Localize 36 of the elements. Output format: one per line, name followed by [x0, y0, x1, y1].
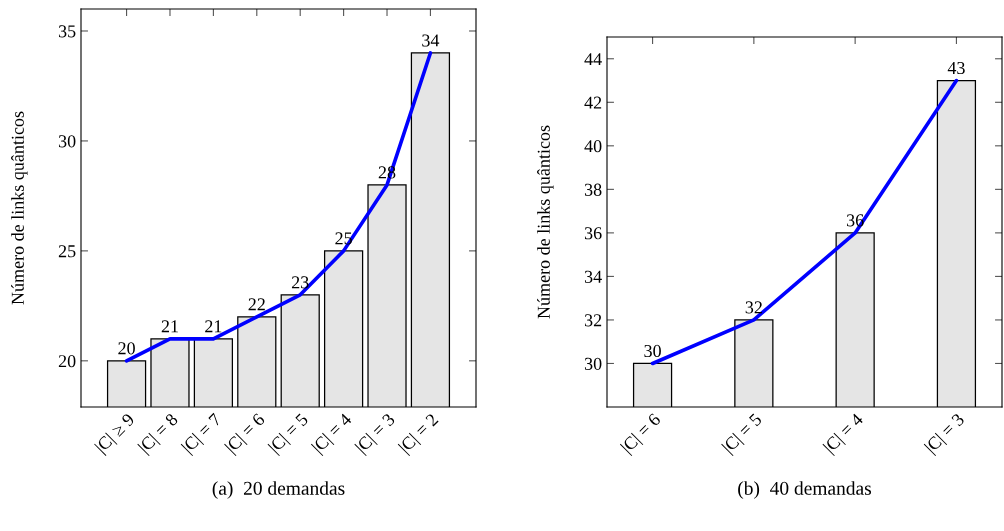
x-tick-label: |C| = 5 [721, 412, 765, 457]
x-tick-label: |C| = 5 [267, 412, 312, 457]
text: (a) 20 demandas [212, 481, 345, 499]
y-tick-label: 42 [584, 96, 602, 109]
y-tick-label: 34 [584, 270, 602, 283]
x-tick-label: |C| = 3 [354, 412, 399, 457]
y-tick-label: 35 [58, 25, 76, 38]
y-tick-label: 30 [584, 357, 602, 370]
data-label: 21 [161, 320, 178, 333]
y-tick-label: 36 [584, 227, 602, 240]
x-tick-label: |C| = 7 [180, 412, 225, 457]
y-tick-label: 20 [58, 355, 76, 368]
data-label: 32 [745, 301, 762, 314]
x-tick-label: |C| = 8 [137, 412, 182, 457]
text: (b) 40 demandas [738, 481, 872, 499]
y-tick-label: 44 [584, 53, 602, 66]
y-tick-label: 30 [58, 135, 76, 148]
data-label: 34 [422, 34, 440, 47]
x-tick-label: |C| ≥ 9 [94, 412, 138, 456]
x-tick-label: |C| = 2 [397, 412, 442, 457]
y-axis-title: Número de links quânticos [11, 111, 28, 305]
data-label: 25 [335, 232, 352, 245]
x-tick-label: |C| = 4 [822, 412, 867, 457]
data-label: 30 [644, 344, 661, 358]
data-label: 43 [947, 61, 965, 75]
y-tick-label: 32 [584, 314, 602, 327]
x-tick-label: |C| = 3 [923, 412, 968, 457]
y-axis-title: Número de links quânticos [537, 125, 554, 319]
y-tick-label: 40 [584, 140, 602, 153]
data-label: 23 [291, 276, 309, 289]
x-tick-label: |C| = 6 [619, 412, 664, 457]
data-label: 21 [205, 320, 222, 333]
data-label: 22 [248, 298, 265, 311]
data-label: 20 [118, 342, 135, 355]
y-tick-label: 38 [584, 183, 602, 196]
y-tick-label: 25 [58, 245, 76, 258]
